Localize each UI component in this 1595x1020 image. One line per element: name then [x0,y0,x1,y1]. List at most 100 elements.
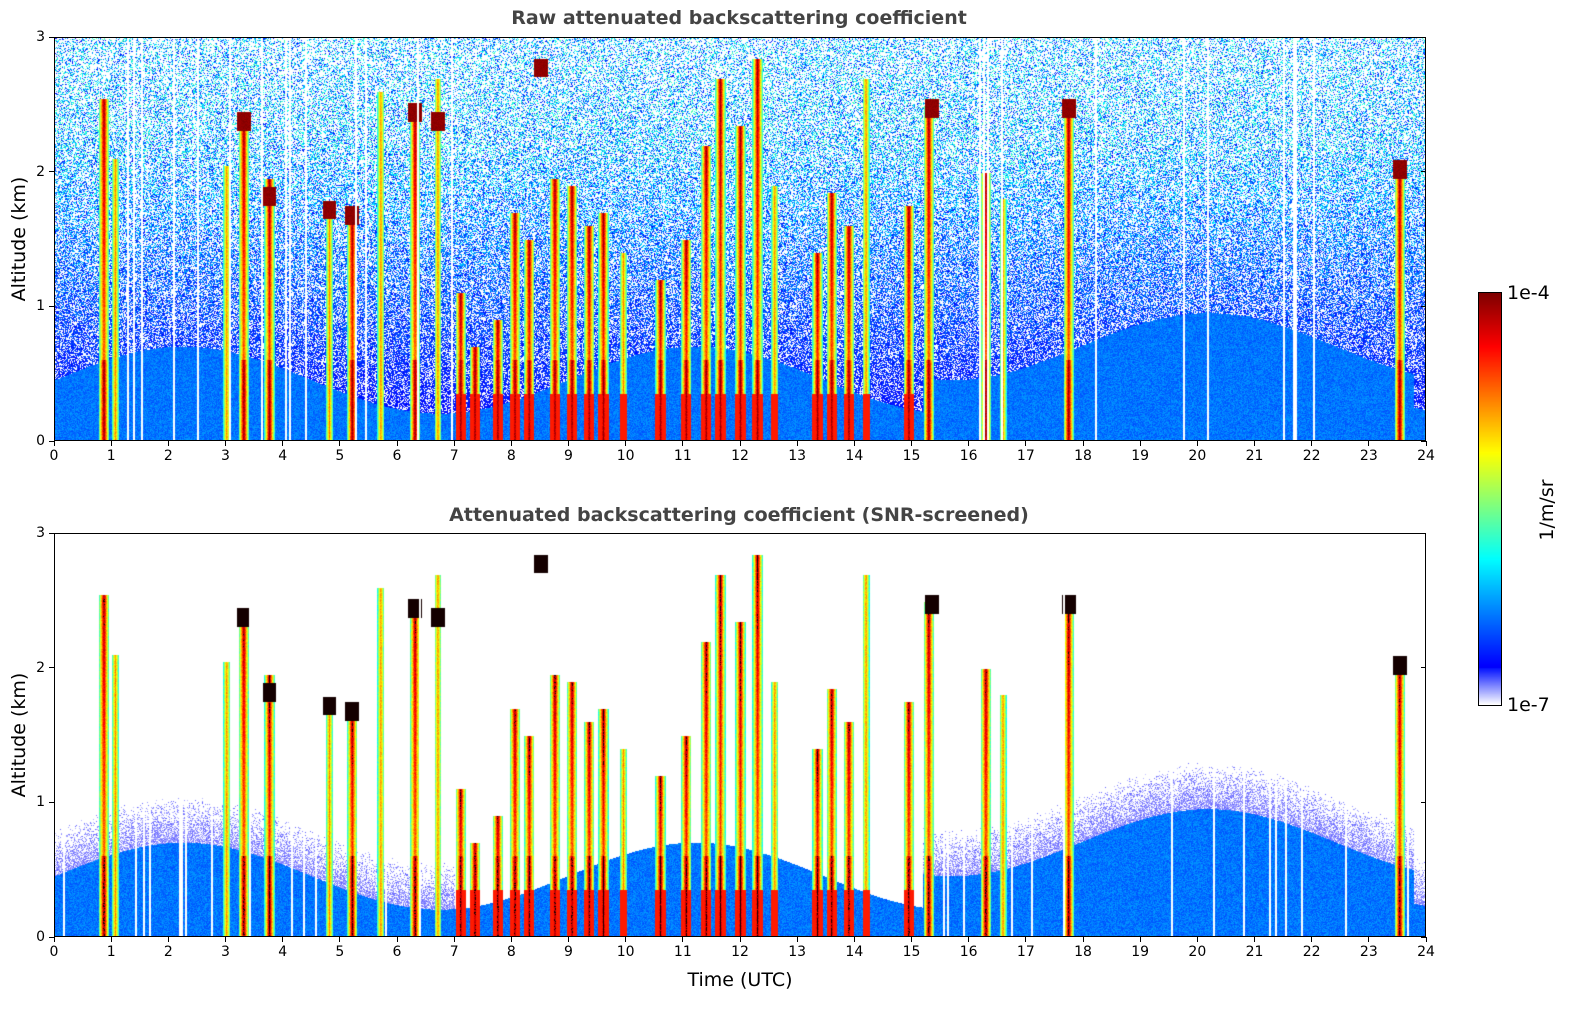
x-tick-label: 3 [221,448,230,464]
y-tick [1421,936,1426,938]
x-tick-label: 20 [1188,944,1207,960]
x-tick [1196,937,1198,942]
x-tick [1368,441,1370,446]
x-tick-label: 1 [106,448,116,464]
x-tick-label: 16 [959,448,978,464]
x-tick [282,937,284,942]
x-tick-label: 9 [564,944,573,960]
x-tick [225,937,226,942]
x-tick-label: 0 [49,448,59,464]
y-tick [49,440,54,442]
y-tick [1421,532,1426,534]
x-tick-label: 21 [1245,944,1264,960]
x-tick-label: 5 [335,944,345,960]
x-tick [510,441,512,446]
x-tick-label: 2 [163,448,173,464]
x-tick-label: 2 [163,944,173,960]
y-tick [1421,667,1426,669]
x-tick-label: 18 [1074,448,1092,464]
x-tick-label: 4 [278,944,288,960]
x-tick-label: 6 [392,944,402,960]
x-tick-label: 5 [335,448,345,464]
x-tick-label: 24 [1417,448,1435,464]
x-tick-label: 14 [845,448,864,464]
x-tick-label: 6 [392,448,402,464]
x-tick-label: 19 [1131,944,1150,960]
x-tick [167,937,169,942]
x-tick [510,937,512,942]
x-tick [1025,441,1027,446]
y-tick [49,936,54,938]
x-tick [53,937,55,942]
x-tick [911,937,912,942]
bottom-panel-title: Attenuated backscattering coefficient (S… [449,504,1029,526]
x-tick [167,441,169,446]
bottom-heatmap-canvas [55,534,1425,936]
x-tick [53,441,55,446]
x-tick-label: 3 [221,944,230,960]
x-tick [1082,441,1084,446]
x-tick [1139,937,1141,942]
x-tick-label: 20 [1188,448,1207,464]
x-tick [1368,937,1370,942]
x-tick-label: 21 [1245,448,1264,464]
x-tick [282,441,284,446]
x-tick [396,937,398,942]
y-tick-label: 3 [36,29,45,45]
x-tick-label: 12 [731,944,749,960]
x-tick-label: 11 [673,944,692,960]
x-tick-label: 13 [788,448,807,464]
x-tick-label: 10 [616,448,635,464]
x-tick-label: 17 [1016,944,1035,960]
x-tick [453,441,455,446]
x-tick [853,937,855,942]
x-tick-label: 15 [902,944,921,960]
x-tick-label: 13 [788,944,807,960]
x-tick [110,937,112,942]
x-tick [1025,937,1027,942]
y-tick [1421,801,1426,803]
x-tick-label: 8 [506,448,516,464]
x-tick [396,441,398,446]
x-tick [968,441,970,446]
x-tick [796,441,798,446]
x-tick [1254,441,1255,446]
y-tick-label: 0 [36,929,45,945]
colorbar [1478,292,1502,706]
x-tick [682,937,684,942]
colorbar-gradient [1479,293,1501,705]
x-tick [568,937,569,942]
top-heatmap-plot [54,37,1426,441]
x-tick-label: 15 [902,448,921,464]
x-tick-label: 23 [1359,448,1378,464]
y-tick-label: 2 [36,659,45,676]
x-tick [568,441,569,446]
x-tick-label: 24 [1417,944,1435,960]
x-tick [911,441,912,446]
y-tick [49,801,54,803]
x-tick [1311,441,1313,446]
y-tick [49,305,54,307]
x-tick [625,937,627,942]
x-tick [1139,441,1141,446]
x-tick [1425,937,1427,942]
x-tick-label: 22 [1302,448,1321,464]
top-panel-title: Raw attenuated backscattering coefficien… [511,7,967,29]
x-tick [1254,937,1255,942]
x-tick [739,937,741,942]
y-tick-label: 1 [36,298,45,315]
x-tick-label: 12 [731,448,749,464]
y-tick-label: 3 [36,525,45,541]
colorbar-unit-label: 1/m/sr [1536,479,1558,541]
x-tick [225,441,226,446]
x-tick [1311,937,1313,942]
y-tick [1421,36,1426,38]
x-tick [1082,937,1084,942]
y-tick [49,36,54,38]
x-tick [1196,441,1198,446]
y-tick [1421,440,1426,442]
x-tick [968,937,970,942]
y-tick [49,171,54,173]
y-tick [1421,171,1426,173]
x-tick-label: 1 [106,944,116,960]
